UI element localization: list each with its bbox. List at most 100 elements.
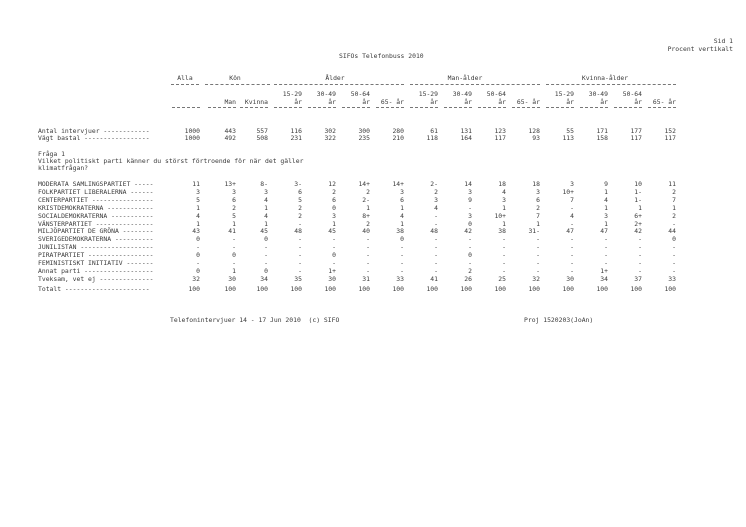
party-cell: 38 [396, 227, 404, 236]
party-cell: - [638, 243, 642, 252]
total-cell: 100 [256, 285, 268, 293]
party-cell: - [536, 251, 540, 260]
party-cell: 12 [328, 180, 336, 188]
party-cell: - [232, 235, 236, 244]
column-rule [512, 107, 540, 108]
count-cell: 116 [290, 127, 302, 135]
column-header: år [328, 98, 336, 106]
percent-note: Procent vertikalt [667, 45, 733, 53]
party-cell: 2 [434, 187, 438, 196]
party-cell: 48 [294, 227, 302, 236]
party-cell: 3 [536, 187, 540, 196]
party-row-label: SVERIGEDEMOKRATERNA ---------- [38, 235, 154, 244]
party-cell: 0 [672, 235, 676, 244]
party-cell: - [604, 235, 608, 244]
party-cell: 2 [672, 211, 676, 220]
total-cell: 100 [494, 285, 506, 293]
party-cell: - [366, 251, 370, 260]
party-cell: - [468, 203, 472, 212]
count-cell: 118 [426, 134, 438, 142]
party-cell: 2 [366, 219, 370, 228]
party-cell: 1 [264, 203, 268, 212]
party-cell: 4 [400, 211, 404, 220]
party-cell: 32 [192, 274, 200, 283]
party-cell: 33 [668, 274, 676, 283]
party-cell: - [400, 266, 404, 275]
party-cell: 34 [600, 274, 608, 283]
party-cell: 13+ [224, 180, 236, 188]
party-cell: 25 [498, 274, 506, 283]
party-cell: 5 [196, 195, 200, 204]
column-header: Kvinna [244, 98, 268, 106]
party-cell: 11 [668, 180, 676, 188]
total-cell: 100 [188, 285, 200, 293]
party-cell: 0 [468, 251, 472, 260]
column-header: 30-49 [588, 90, 608, 98]
party-cell: 1 [400, 203, 404, 212]
party-cell: 5 [232, 211, 236, 220]
party-cell: - [604, 251, 608, 260]
party-cell: 6+ [634, 211, 642, 220]
party-cell: 1 [502, 203, 506, 212]
question-text-line2: klimatfrågan? [38, 164, 89, 172]
party-cell: - [570, 251, 574, 260]
party-row-label: MODERATA SAMLINGSPARTIET ----- [38, 180, 154, 188]
party-cell: 0 [332, 203, 336, 212]
party-cell: - [196, 243, 200, 252]
total-cell: 100 [392, 285, 404, 293]
count-row-label: Vägt bastal ----------------- [38, 134, 150, 142]
count-cell: 117 [630, 134, 642, 142]
party-cell: 2 [332, 187, 336, 196]
party-cell: 18 [498, 180, 506, 188]
column-rule [172, 107, 200, 108]
party-cell: 1 [604, 203, 608, 212]
party-cell: 3 [604, 211, 608, 220]
party-cell: 4 [264, 195, 268, 204]
party-cell: - [366, 266, 370, 275]
party-cell: 14 [464, 180, 472, 188]
party-cell: 2 [536, 203, 540, 212]
total-cell: 100 [630, 285, 642, 293]
party-cell: 1 [604, 219, 608, 228]
party-cell: - [502, 235, 506, 244]
party-cell: 1+ [600, 266, 608, 275]
party-cell: - [434, 219, 438, 228]
party-cell: 1- [634, 187, 642, 196]
column-header: 50-64 [622, 90, 642, 98]
party-cell: - [434, 266, 438, 275]
party-cell: - [570, 203, 574, 212]
column-rule [614, 107, 642, 108]
party-cell: 42 [634, 227, 642, 236]
party-cell: 1 [196, 219, 200, 228]
party-cell: - [434, 251, 438, 260]
party-cell: 41 [430, 274, 438, 283]
total-cell: 100 [562, 285, 574, 293]
party-cell: 6 [400, 195, 404, 204]
party-cell: 2+ [634, 219, 642, 228]
party-cell: 1 [366, 203, 370, 212]
party-row-label: FEMINISTISKT INITIATIV ------- [38, 259, 154, 267]
count-cell: 113 [562, 134, 574, 142]
party-cell: - [366, 243, 370, 252]
party-cell: 45 [328, 227, 336, 236]
party-cell: 5 [298, 195, 302, 204]
party-cell: 8+ [362, 211, 370, 220]
count-cell: 171 [596, 127, 608, 135]
column-header: 30-49 [316, 90, 336, 98]
total-cell: 100 [324, 285, 336, 293]
party-cell: - [570, 219, 574, 228]
column-rule [580, 107, 608, 108]
party-cell: 26 [464, 274, 472, 283]
column-rule [208, 107, 236, 108]
party-row-label: Tveksam, vet ej -------------- [38, 274, 154, 283]
party-cell: 10 [634, 180, 642, 188]
party-cell: - [434, 211, 438, 220]
column-header: år [430, 98, 438, 106]
party-cell: 9 [468, 195, 472, 204]
party-cell: 42 [464, 227, 472, 236]
party-cell: 1 [232, 266, 236, 275]
party-cell: 0 [264, 266, 268, 275]
party-cell: 3 [196, 187, 200, 196]
group-rule [546, 84, 676, 85]
total-row-label: Totalt ---------------------- [38, 285, 150, 293]
